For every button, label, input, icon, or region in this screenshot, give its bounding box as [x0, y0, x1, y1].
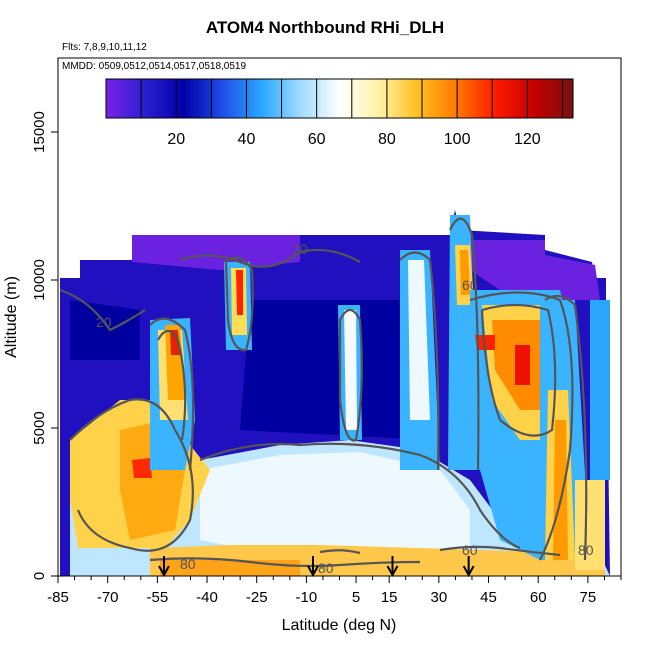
colorbar-rect: [105, 78, 574, 119]
chart-title: ATOM4 Northbound RHi_DLH: [205, 18, 445, 37]
contour-north-inner: [480, 303, 557, 437]
contour-lines: [59, 217, 588, 568]
flight-arrow: [158, 556, 170, 578]
colorbar-ticks: 20 40 60 80 100 120: [140, 79, 563, 148]
contour-label-group: 20 20 60 60 80 80 80: [96, 241, 594, 576]
upper-column-red: [236, 270, 243, 315]
contour-south-column: [149, 317, 195, 471]
contour-label: 80: [318, 560, 334, 576]
contour-north-b: [449, 217, 480, 471]
contour-tropical: [199, 442, 521, 550]
y-tick-label: 10000: [31, 259, 48, 301]
contour-north-midlat: [469, 291, 574, 561]
rhi-field: [59, 210, 610, 576]
x-tick-label: 60: [530, 589, 547, 606]
contour-20-south: [59, 288, 146, 332]
flight-arrow: [307, 556, 319, 578]
colorbar-tick-label: 80: [378, 131, 396, 148]
north-edge-cyan: [590, 300, 610, 480]
tropical-white-region: [200, 452, 470, 560]
colorbar-tick-label: 20: [167, 131, 185, 148]
contour-label: 60: [462, 277, 478, 293]
y-axis-title: Altitude (m): [3, 276, 20, 358]
deep-violet-patch-1: [132, 235, 300, 270]
north-column-a-white: [408, 260, 430, 420]
x-tick-label: 30: [431, 589, 448, 606]
x-tick-label: -55: [147, 589, 169, 606]
x-tick-label: -70: [97, 589, 119, 606]
x-axis-title: Latitude (deg N): [282, 617, 397, 634]
x-axis: -85 -70 -55 -40 -25 -10 5 15 30 45 60 75: [47, 575, 622, 606]
x-tick-label: 45: [480, 589, 497, 606]
contour-80-surface: [149, 557, 421, 568]
north-midlat-red-2: [515, 345, 530, 385]
contour-south-column-2: [157, 329, 187, 441]
y-tick-label: 5000: [31, 411, 48, 444]
y-tick-label: 0: [31, 572, 48, 580]
flights-note: Flts: 7,8,9,10,11,12: [62, 42, 147, 53]
flight-arrows: [158, 556, 475, 578]
dates-note: MMDD: 0509,0512,0514,0517,0518,0519: [62, 61, 247, 72]
x-tick-label: -85: [47, 589, 69, 606]
south-midlat-red: [132, 458, 152, 478]
north-edge-yellow: [575, 480, 605, 570]
colorbar-tick-label: 120: [514, 131, 541, 148]
contour-60-low: [439, 545, 561, 557]
contour-label: 80: [180, 556, 196, 572]
x-tick-label: 5: [352, 589, 360, 606]
flight-arrow: [462, 556, 475, 578]
contour-small-surface: [319, 549, 361, 555]
x-tick-label: -25: [246, 589, 268, 606]
contour-label: 20: [96, 314, 112, 330]
contour-label: 20: [292, 241, 308, 257]
contour-south-lowlevel: [69, 398, 194, 552]
x-tick-label: -40: [196, 589, 218, 606]
contour-mid-column: [338, 308, 363, 442]
x-tick-label: 15: [381, 589, 398, 606]
y-tick-label: 15000: [31, 111, 48, 153]
contour-upper-column: [224, 256, 254, 352]
contour-north-high: [544, 294, 588, 561]
north-column-b-orange: [460, 250, 470, 295]
contour-20-upper: [179, 248, 361, 268]
deep-violet-patch-2: [470, 240, 600, 300]
colorbar-tick-label: 40: [238, 131, 256, 148]
navy-patch: [240, 300, 430, 440]
mid-column-white: [344, 310, 357, 430]
south-column-red: [170, 330, 180, 355]
north-high-column-orange: [553, 420, 568, 560]
contour-north-a: [399, 251, 440, 471]
x-tick-label: 75: [580, 589, 597, 606]
contour-label: 60: [462, 542, 478, 558]
navy-patch-2: [70, 300, 140, 360]
colorbar-tick-label: 60: [308, 131, 326, 148]
colorbar: 20 40 60 80 100 120: [105, 78, 574, 148]
y-axis: 0 5000 10000 15000: [31, 58, 59, 580]
colorbar-tick-label: 100: [444, 131, 471, 148]
flight-arrow: [386, 556, 399, 578]
x-tick-label: -10: [296, 589, 318, 606]
south-column-orange: [165, 325, 186, 400]
contour-label: 80: [578, 542, 594, 558]
